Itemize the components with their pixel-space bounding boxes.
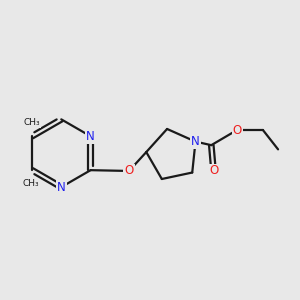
Text: N: N (86, 130, 95, 143)
Text: O: O (232, 124, 242, 136)
Text: N: N (57, 181, 66, 194)
Text: CH₃: CH₃ (22, 179, 39, 188)
Text: CH₃: CH₃ (24, 118, 40, 127)
Text: N: N (191, 135, 200, 148)
Text: O: O (124, 164, 134, 178)
Text: O: O (209, 164, 218, 178)
